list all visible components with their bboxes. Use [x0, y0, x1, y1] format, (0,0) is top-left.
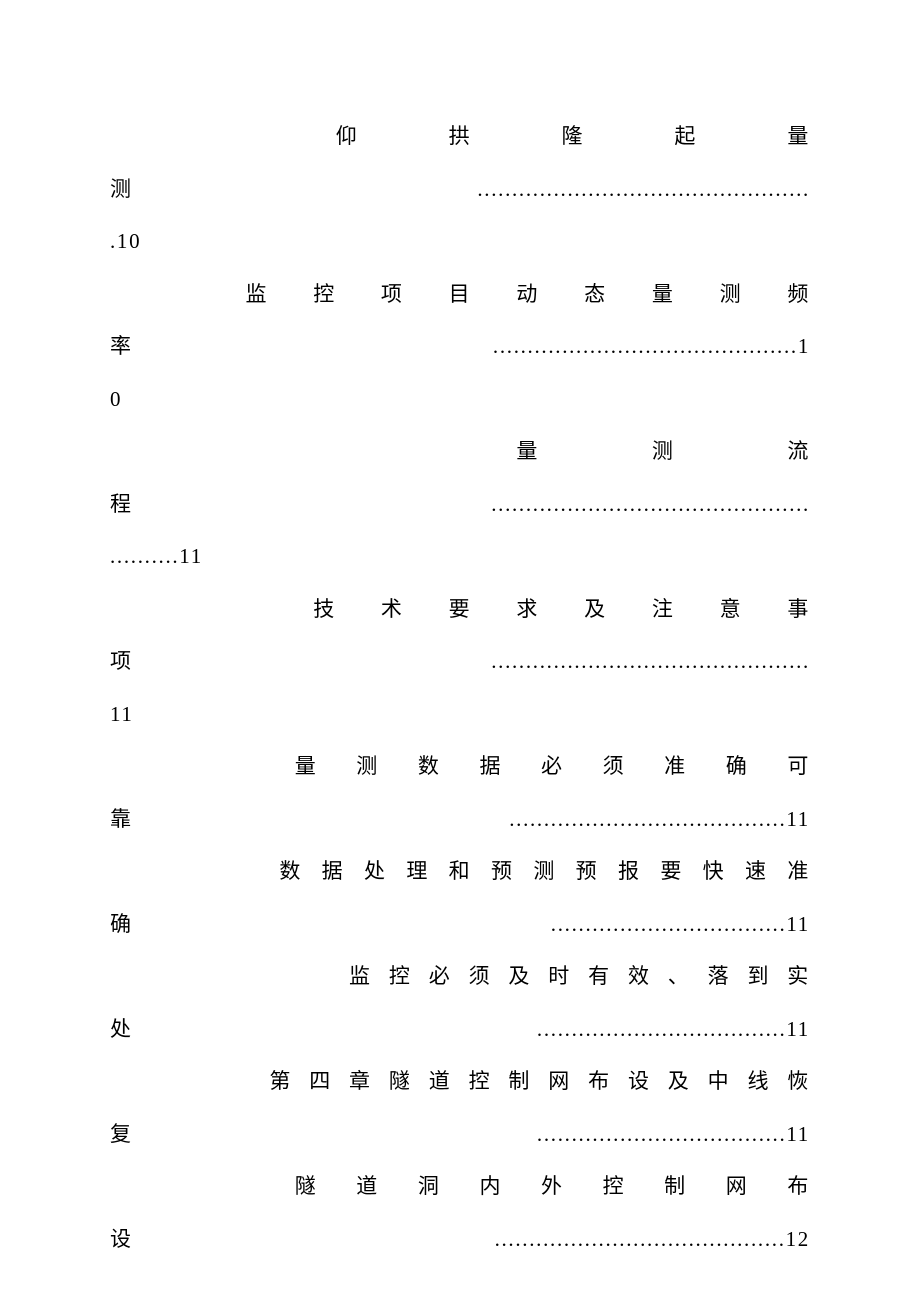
- toc-entry-text: 隧 道 洞 内 外 控 制 网 布 设.....................…: [110, 1174, 810, 1251]
- toc-entry: 隧 道 洞 内 外 控 制 网 布 设.....................…: [110, 1160, 810, 1265]
- toc-entry-text: 监控必须及时有效、落到实 处..........................…: [110, 964, 810, 1041]
- toc-entry: 量 测 数 据 必 须 准 确 可 靠.....................…: [110, 740, 810, 845]
- toc-entry-text: 量 测 流 程.................................…: [110, 439, 810, 568]
- toc-entry-text: 监 控 项 目 动 态 量 测 频 率.....................…: [110, 282, 810, 411]
- toc-entry: 技 术 要 求 及 注 意 事 项.......................…: [110, 583, 810, 741]
- toc-entry: 仰 拱 隆 起 量 测.............................…: [110, 110, 810, 268]
- toc-entry-text: 量 测 数 据 必 须 准 确 可 靠.....................…: [110, 754, 810, 831]
- toc-entry: 监控必须及时有效、落到实 处..........................…: [110, 950, 810, 1055]
- toc-entry: 第四章隧道控制网布设及中线恢 复........................…: [110, 1055, 810, 1160]
- toc-entry: 监 控 项 目 动 态 量 测 频 率.....................…: [110, 268, 810, 426]
- toc-entry: 量 测 流 程.................................…: [110, 425, 810, 583]
- toc-entry-text: 数据处理和预测预报要快速准 确.........................…: [110, 859, 810, 936]
- toc-entry-text: 第四章隧道控制网布设及中线恢 复........................…: [110, 1069, 810, 1146]
- toc-entry-text: 仰 拱 隆 起 量 测.............................…: [110, 124, 810, 253]
- toc-entry: 数据处理和预测预报要快速准 确.........................…: [110, 845, 810, 950]
- toc-container: 仰 拱 隆 起 量 测.............................…: [110, 110, 810, 1265]
- toc-entry-text: 技 术 要 求 及 注 意 事 项.......................…: [110, 597, 810, 726]
